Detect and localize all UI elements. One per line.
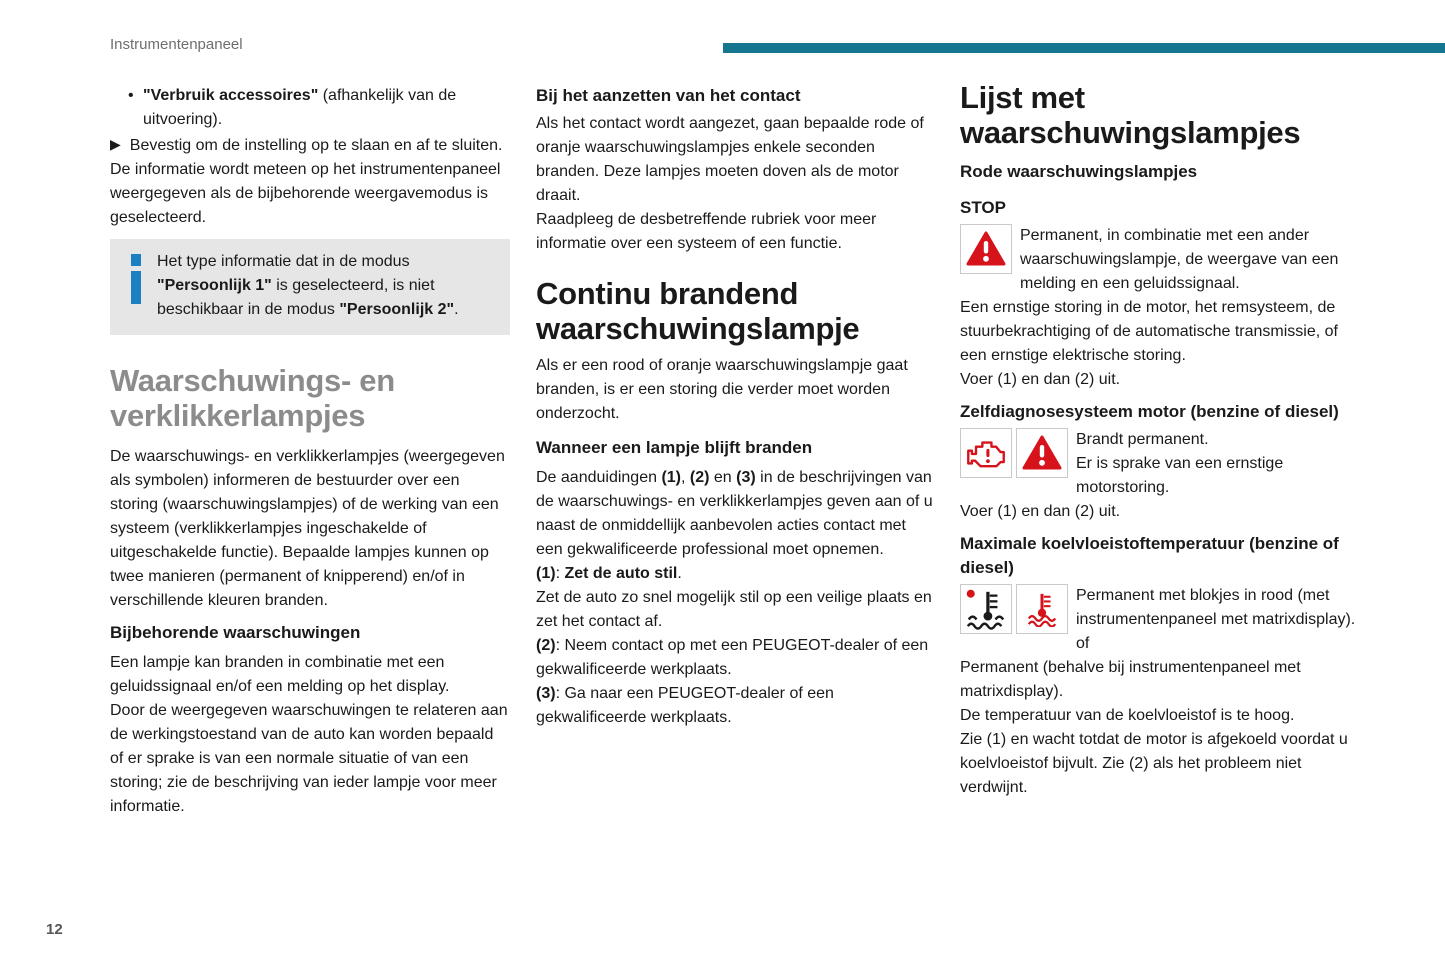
lamp-section-coolant: Permanent met blokjes in rood (met instr… xyxy=(960,584,1360,800)
info-note-text: Het type informatie dat in de modus "Per… xyxy=(157,253,459,318)
section-heading-continuous-lamp: Continu brandend waarschuwingslampje xyxy=(536,276,860,346)
subheading-lamp-stays-on: Wanneer een lampje blijft branden xyxy=(536,438,813,457)
lamp-title-stop: STOP xyxy=(960,198,1006,217)
action-item-text: Bevestig om de instelling op te slaan en… xyxy=(129,137,503,154)
step-3-text: (3): Ga naar een PEUGEOT-dealer of een g… xyxy=(536,685,834,726)
lamp-title-coolant-temperature: Maximale koelvloeistoftemperatuur (benzi… xyxy=(960,534,1339,577)
lamp-text-engine: Brandt permanent. Er is sprake van een e… xyxy=(960,431,1284,520)
lamp-text-coolant: Permanent met blokjes in rood (met instr… xyxy=(960,587,1356,796)
step-1-text: Zet de auto zo snel mogelijk stil op een… xyxy=(536,589,932,630)
section-heading-warning-indicator-lamps: Waarschuwings- en verklikkerlampjes xyxy=(110,363,395,433)
column-middle: Bij het aanzetten van het contact Als he… xyxy=(536,84,936,730)
step-1-label: (1): Zet de auto stil. xyxy=(536,565,682,582)
action-arrow-icon: ▶ xyxy=(110,136,121,152)
warning-triangle-icon xyxy=(960,224,1012,274)
action-item: ▶ Bevestig om de instelling op te slaan e… xyxy=(110,132,510,158)
paragraph-associated-warnings: Een lampje kan branden in combinatie met… xyxy=(110,654,508,815)
lamp-title-engine-diagnosis: Zelfdiagnosesysteem motor (benzine of di… xyxy=(960,402,1339,421)
column-right: Lijst met waarschuwingslampjes Rode waar… xyxy=(960,80,1360,800)
column-left: • "Verbruik accessoires" (afhankelijk va… xyxy=(110,84,510,819)
paragraph-ignition-on: Als het contact wordt aangezet, gaan bep… xyxy=(536,115,924,252)
accent-bar xyxy=(723,43,1445,53)
engine-warning-icon xyxy=(960,428,1012,478)
page-number: 12 xyxy=(46,921,63,938)
lamp-section-stop: Permanent, in combinatie met een ander w… xyxy=(960,224,1360,392)
coolant-temperature-icon xyxy=(1016,584,1068,634)
warning-triangle-icon xyxy=(1016,428,1068,478)
coolant-temperature-max-icon xyxy=(960,584,1012,634)
bullet-glyph: • xyxy=(128,87,134,104)
section-heading-warning-lamp-list: Lijst met waarschuwingslampjes xyxy=(960,80,1301,150)
paragraph-display-info: De informatie wordt meteen op het instru… xyxy=(110,161,501,226)
paragraph-lamps-intro: De waarschuwings- en verklikkerlampjes (… xyxy=(110,448,505,609)
subheading-associated-warnings: Bijbehorende waarschuwingen xyxy=(110,623,361,642)
running-header: Instrumentenpaneel xyxy=(110,36,243,53)
paragraph-continuous-lamp: Als er een rood of oranje waarschuwingsl… xyxy=(536,357,908,422)
info-icon xyxy=(123,250,157,304)
info-note-box: Het type informatie dat in de modus "Per… xyxy=(110,239,510,335)
subheading-ignition-on: Bij het aanzetten van het contact xyxy=(536,86,801,105)
lamp-icon-group xyxy=(960,428,1068,478)
step-2-text: (2): Neem contact op met een PEUGEOT-dea… xyxy=(536,637,929,678)
paragraph-indications-intro: De aanduidingen (1), (2) en (3) in de be… xyxy=(536,469,933,558)
subheading-red-warning-lamps: Rode waarschuwingslampjes xyxy=(960,162,1198,181)
bullet-list-item: • "Verbruik accessoires" (afhankelijk va… xyxy=(110,84,510,132)
lamp-icon-group xyxy=(960,584,1068,634)
bullet-item-text: "Verbruik accessoires" (afhankelijk van … xyxy=(143,87,457,128)
lamp-section-engine: Brandt permanent. Er is sprake van een e… xyxy=(960,428,1360,524)
lamp-text-stop: Permanent, in combinatie met een ander w… xyxy=(960,227,1339,388)
